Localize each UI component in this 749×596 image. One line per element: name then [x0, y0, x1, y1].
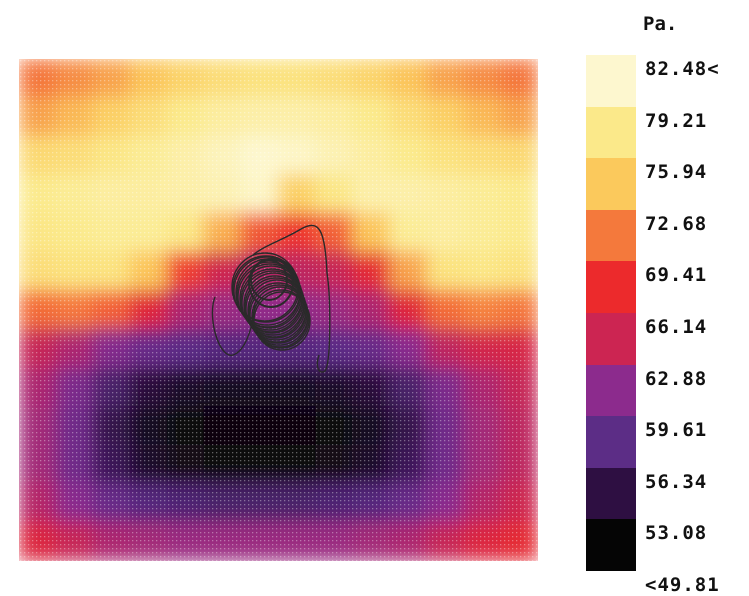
trajectory-curve: [211, 224, 331, 373]
pressure-heatmap: [19, 59, 538, 561]
legend-swatch: [586, 209, 636, 262]
legend-label: 69.41: [645, 264, 708, 287]
legend-swatch: [586, 416, 636, 469]
legend-swatch: [586, 55, 636, 108]
grid-dot-overlay: [19, 59, 538, 561]
legend-unit: Pa.: [643, 13, 678, 35]
legend-swatch: [586, 313, 636, 366]
legend-label: 79.21: [645, 109, 708, 132]
legend-label: 59.61: [645, 419, 708, 442]
legend-swatch: [586, 158, 636, 211]
legend-label: 62.88: [645, 367, 708, 390]
legend-label: <49.81: [645, 574, 720, 596]
legend-label: 72.68: [645, 212, 708, 235]
legend-swatch: [586, 364, 636, 417]
legend-label: 53.08: [645, 522, 708, 545]
legend-swatch: [586, 106, 636, 159]
legend-label: 82.48<: [645, 58, 720, 80]
legend-label: 75.94: [645, 161, 708, 184]
legend-label: 56.34: [645, 470, 708, 493]
legend-swatch: [586, 261, 636, 314]
legend-swatch: [586, 519, 636, 572]
legend-swatch: [586, 467, 636, 520]
legend-label: 66.14: [645, 316, 708, 338]
